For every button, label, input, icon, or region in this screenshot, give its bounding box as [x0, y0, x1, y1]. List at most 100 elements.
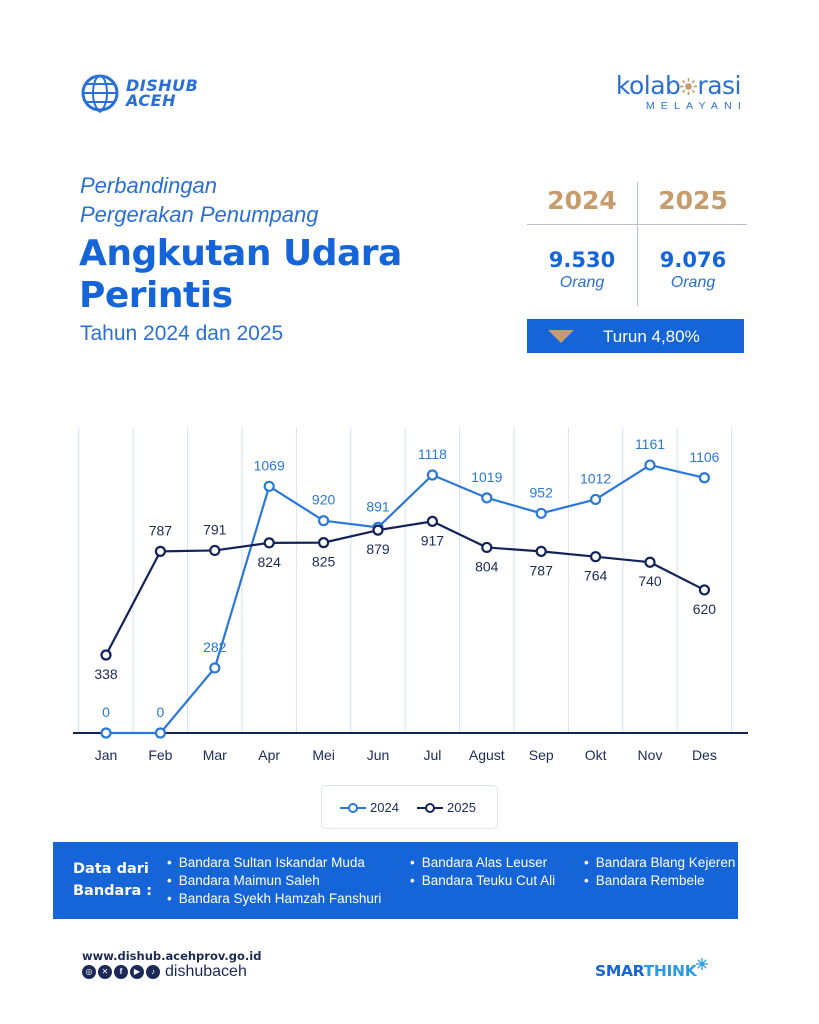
- title-line1: Angkutan Udara: [79, 233, 402, 274]
- sources-list-2: Bandara Alas Leuser Bandara Teuku Cut Al…: [410, 854, 555, 890]
- year-2024-label: 2024: [547, 186, 617, 215]
- year-2025-label: 2025: [658, 186, 728, 215]
- data-point-2024: [318, 515, 330, 527]
- subtitle: Perbandingan Pergerakan Penumpang: [80, 171, 319, 229]
- x-tick-label: Nov: [638, 747, 663, 763]
- series-line-2024: [106, 463, 705, 735]
- sparkle-icon: [696, 958, 709, 970]
- data-point-2025: [100, 649, 112, 661]
- tiktok-icon[interactable]: ♪: [146, 965, 160, 979]
- data-point-2024: [698, 472, 711, 484]
- data-label-2024: 0: [157, 704, 165, 720]
- sources-label: Data dari Bandara :: [73, 858, 152, 902]
- data-point-2025: [426, 515, 438, 527]
- unit-2024: Orang: [559, 274, 605, 291]
- data-point-2024: [209, 662, 221, 674]
- sun-icon: [680, 78, 698, 95]
- data-label-2024: 0: [102, 704, 110, 720]
- sources-list-3: Bandara Blang Kejeren Bandara Rembele: [584, 854, 736, 890]
- sources-label-line1: Data dari: [73, 861, 149, 877]
- legend-marker-2024: [340, 802, 366, 813]
- data-point-2024: [263, 480, 275, 492]
- page-title: Angkutan Udara Perintis: [79, 233, 402, 317]
- logo-line2: ACEH: [126, 91, 176, 110]
- instagram-icon[interactable]: ◎: [82, 965, 96, 979]
- data-point-2025: [263, 537, 275, 549]
- subtitle-line2: Pergerakan Penumpang: [80, 202, 319, 227]
- subtitle-line1: Perbandingan: [80, 173, 218, 198]
- x-tick-label: Mar: [203, 747, 227, 763]
- brand-text-1: SMAR: [595, 962, 644, 980]
- x-tick-label: Jan: [95, 747, 118, 763]
- x-tick-label: Jun: [367, 747, 390, 763]
- data-point-2025: [372, 524, 384, 536]
- x-tick-label: Mei: [312, 747, 335, 763]
- data-point-2025: [209, 544, 221, 557]
- data-point-2025: [698, 584, 711, 596]
- data-label-2025: 620: [693, 601, 717, 617]
- data-label-2025: 791: [203, 521, 227, 537]
- globe-icon: [81, 74, 119, 113]
- data-label-2024: 1019: [471, 469, 502, 485]
- data-label-2025: 825: [312, 554, 336, 570]
- data-point-2024: [154, 727, 166, 739]
- airport-item: Bandara Alas Leuser: [410, 854, 555, 872]
- data-label-2024: 1069: [254, 457, 285, 473]
- social-handle[interactable]: dishubaceh: [165, 963, 247, 980]
- year-range: Tahun 2024 dan 2025: [80, 322, 284, 345]
- data-label-2025: 764: [584, 568, 608, 584]
- x-tick-label: Des: [692, 747, 717, 763]
- legend-marker-2025: [417, 802, 443, 813]
- data-label-2024: 952: [530, 484, 554, 500]
- airport-item: Bandara Maimun Saleh: [167, 872, 381, 890]
- data-label-2024: 1106: [689, 449, 719, 465]
- legend-item-2024: 2024: [340, 800, 399, 815]
- data-point-2024: [426, 469, 438, 481]
- airport-item: Bandara Teuku Cut Ali: [410, 872, 555, 890]
- logo-tagline: MELAYANI: [645, 100, 747, 112]
- data-sources-box: Data dari Bandara : Bandara Sultan Iskan…: [53, 842, 738, 919]
- data-label-2025: 787: [530, 562, 554, 578]
- x-tick-label: Sep: [529, 747, 554, 763]
- data-label-2025: 740: [638, 573, 662, 589]
- data-label-2024: 282: [203, 639, 227, 655]
- x-tick-label: Apr: [258, 747, 280, 763]
- data-point-2025: [535, 545, 547, 557]
- x-tick-label: Feb: [148, 747, 172, 763]
- data-label-2024: 1118: [418, 446, 447, 462]
- data-point-2025: [644, 556, 656, 568]
- comparison-table: 2024 2025 9.530 9.076 Orang Orang: [527, 182, 747, 308]
- airport-item: Bandara Blang Kejeren: [584, 854, 736, 872]
- chart-legend: 2024 2025: [321, 785, 498, 829]
- airport-item: Bandara Syekh Hamzah Fanshuri: [167, 890, 382, 908]
- data-label-2024: 920: [312, 492, 336, 508]
- kolab-text-2: rasi: [697, 71, 741, 100]
- data-label-2025: 787: [149, 522, 173, 538]
- data-label-2024: 891: [366, 498, 390, 514]
- brand-text-2: THINK: [643, 962, 697, 980]
- unit-2025: Orang: [670, 274, 716, 291]
- total-2025: 9.076: [659, 248, 727, 272]
- total-2024: 9.530: [548, 248, 616, 272]
- kolaborasi-logo: kolab rasi MELAYANI: [615, 71, 742, 113]
- legend-label-2024: 2024: [370, 800, 399, 815]
- data-point-2025: [589, 551, 602, 563]
- divider-horizontal: [527, 224, 747, 225]
- data-label-2025: 917: [421, 532, 445, 548]
- data-point-2024: [589, 493, 602, 506]
- down-triangle-icon: [548, 330, 574, 343]
- youtube-icon[interactable]: ▶: [130, 965, 144, 979]
- data-label-2025: 804: [475, 558, 499, 574]
- airport-item: Bandara Sultan Iskandar Muda: [167, 854, 381, 872]
- data-point-2025: [318, 537, 330, 549]
- data-label-2025: 879: [366, 541, 390, 557]
- facebook-icon[interactable]: f: [114, 965, 128, 979]
- sources-label-line2: Bandara :: [73, 883, 153, 899]
- kolab-text-1: kolab: [615, 71, 681, 100]
- logo-line1: DISHUB: [126, 76, 199, 95]
- website-link[interactable]: www.dishub.acehprov.go.id: [82, 949, 262, 963]
- data-label-2025: 338: [94, 666, 118, 682]
- data-label-2024: 1012: [580, 470, 611, 486]
- x-icon[interactable]: ✕: [98, 965, 112, 979]
- data-point-2025: [154, 545, 166, 557]
